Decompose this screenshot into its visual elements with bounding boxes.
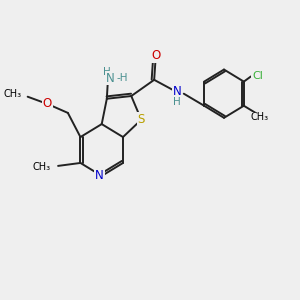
Text: H: H xyxy=(173,97,181,107)
Text: N: N xyxy=(95,169,104,182)
Text: S: S xyxy=(138,112,145,126)
Text: CH₃: CH₃ xyxy=(33,162,51,172)
Text: N: N xyxy=(173,85,182,98)
Text: CH₃: CH₃ xyxy=(3,89,22,99)
Text: O: O xyxy=(152,49,161,62)
Text: O: O xyxy=(43,97,52,110)
Text: Cl: Cl xyxy=(252,71,263,81)
Text: N: N xyxy=(106,72,115,85)
Text: CH₃: CH₃ xyxy=(251,112,269,122)
Text: -H: -H xyxy=(117,73,128,83)
Text: H: H xyxy=(103,67,111,77)
